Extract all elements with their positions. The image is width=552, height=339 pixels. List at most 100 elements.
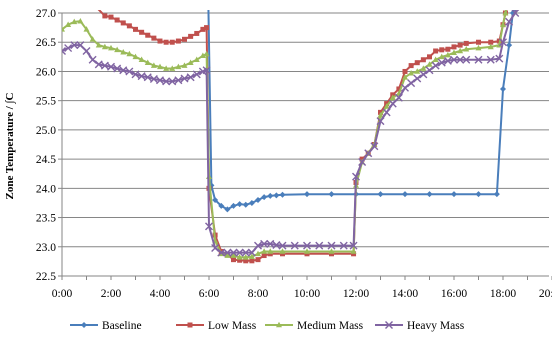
data-point bbox=[199, 52, 206, 58]
data-point bbox=[133, 26, 138, 32]
data-point bbox=[426, 191, 433, 198]
data-point bbox=[267, 251, 273, 257]
data-point bbox=[157, 63, 163, 70]
data-point bbox=[463, 46, 470, 52]
series-low-mass bbox=[97, 10, 508, 264]
data-point bbox=[450, 55, 458, 64]
data-point bbox=[94, 60, 103, 69]
y-tick-label: 27.0 bbox=[36, 8, 56, 20]
data-point bbox=[413, 74, 422, 83]
data-point bbox=[462, 55, 471, 64]
data-point bbox=[276, 321, 282, 328]
legend-item: Low Mass bbox=[176, 320, 257, 332]
data-point bbox=[431, 61, 440, 70]
data-point bbox=[132, 53, 139, 60]
data-point bbox=[394, 93, 403, 102]
data-point bbox=[174, 76, 183, 85]
data-point bbox=[229, 248, 238, 257]
series-layer bbox=[62, 10, 520, 264]
data-point bbox=[162, 77, 171, 86]
data-point bbox=[255, 257, 261, 263]
data-point bbox=[231, 257, 236, 263]
data-point bbox=[254, 241, 262, 250]
data-point bbox=[304, 248, 310, 254]
data-point bbox=[267, 248, 274, 254]
data-point bbox=[169, 65, 176, 71]
data-point bbox=[204, 25, 210, 31]
data-point bbox=[113, 64, 122, 73]
data-point bbox=[242, 254, 249, 260]
data-point bbox=[451, 191, 457, 198]
legend: Baseline Low Mass Medium Mass Heavy Mass bbox=[70, 320, 465, 332]
data-point bbox=[402, 191, 408, 198]
series-line bbox=[62, 10, 508, 259]
data-point bbox=[451, 44, 457, 50]
data-point bbox=[304, 251, 310, 257]
data-point bbox=[119, 66, 128, 75]
data-point bbox=[439, 47, 445, 53]
data-point bbox=[169, 39, 175, 45]
data-point bbox=[143, 73, 152, 82]
data-point bbox=[396, 86, 402, 92]
y-tick-label: 24.0 bbox=[36, 183, 56, 195]
data-point bbox=[377, 191, 384, 198]
data-point bbox=[192, 70, 201, 79]
data-point bbox=[175, 38, 181, 44]
data-point bbox=[230, 252, 237, 258]
data-point bbox=[350, 248, 357, 254]
data-point bbox=[260, 239, 269, 248]
data-point bbox=[349, 241, 358, 250]
data-point bbox=[426, 61, 433, 67]
data-point bbox=[62, 26, 65, 32]
data-point bbox=[280, 251, 285, 257]
data-point bbox=[156, 76, 164, 85]
data-point bbox=[126, 23, 132, 29]
legend-label: Baseline bbox=[102, 320, 142, 332]
data-point bbox=[114, 17, 120, 23]
data-point bbox=[114, 46, 121, 53]
data-point bbox=[83, 26, 90, 32]
tick-labels: 22.5 23.0 23.5 24.0 24.5 25.0 25.5 26.0 26.5 27.0… bbox=[36, 8, 552, 300]
data-point bbox=[476, 39, 481, 45]
data-point bbox=[217, 248, 226, 257]
data-point bbox=[402, 68, 408, 74]
x-tick-label: 6:00 bbox=[199, 288, 220, 300]
x-tick-label: 12:00 bbox=[343, 288, 369, 300]
data-point bbox=[145, 32, 151, 38]
data-point bbox=[290, 241, 299, 250]
x-tick-label: 4:00 bbox=[150, 288, 171, 300]
data-point bbox=[505, 17, 514, 26]
data-point bbox=[352, 172, 360, 181]
data-point bbox=[241, 248, 250, 257]
data-point bbox=[77, 17, 84, 24]
data-point bbox=[137, 72, 146, 81]
data-point bbox=[351, 251, 357, 257]
data-point bbox=[163, 39, 169, 45]
y-tick-label: 23.0 bbox=[36, 242, 56, 254]
x-tick-label: 0:00 bbox=[52, 288, 73, 300]
data-point bbox=[382, 108, 391, 117]
data-point bbox=[445, 46, 451, 52]
y-tick-label: 25.5 bbox=[36, 96, 56, 108]
data-point bbox=[444, 51, 451, 58]
data-point bbox=[327, 241, 336, 250]
data-point bbox=[187, 322, 193, 328]
data-point bbox=[203, 50, 210, 57]
data-point bbox=[193, 56, 200, 63]
data-point bbox=[157, 38, 163, 44]
data-point bbox=[235, 248, 244, 257]
data-point bbox=[62, 46, 66, 55]
data-point bbox=[419, 70, 428, 79]
data-point bbox=[205, 222, 213, 231]
data-point bbox=[506, 42, 513, 49]
data-point bbox=[437, 58, 446, 67]
y-tick-label: 23.5 bbox=[36, 213, 56, 225]
data-point bbox=[81, 322, 87, 328]
data-point bbox=[279, 191, 286, 198]
x-tick-label: 2:00 bbox=[101, 288, 122, 300]
data-point bbox=[261, 194, 268, 201]
data-point bbox=[376, 117, 385, 126]
data-point bbox=[236, 254, 243, 260]
data-point bbox=[120, 20, 126, 26]
